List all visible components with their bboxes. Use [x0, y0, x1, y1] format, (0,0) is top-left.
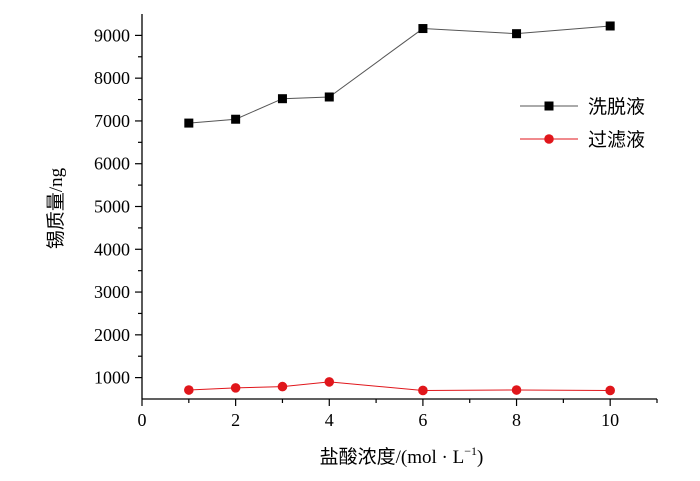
- y-tick-label: 9000: [94, 25, 130, 45]
- series-line: [188, 381, 611, 391]
- x-tick-label: 4: [325, 410, 334, 430]
- data-point: [511, 385, 522, 395]
- y-tick-label: 4000: [94, 239, 130, 259]
- y-tick-label: 1000: [94, 368, 130, 388]
- legend-marker: [544, 101, 554, 111]
- y-tick-label: 3000: [94, 282, 130, 302]
- x-axis-title-close: ): [477, 447, 483, 468]
- data-point: [184, 118, 194, 128]
- data-point: [277, 381, 288, 392]
- x-axis-title-superscript: −1: [464, 444, 477, 458]
- legend-item: 过滤液: [520, 129, 645, 151]
- legend-label: 洗脱液: [588, 96, 645, 118]
- x-tick-label: 8: [512, 410, 521, 430]
- data-point: [231, 114, 241, 124]
- y-tick-label: 2000: [94, 325, 130, 345]
- y-tick-label: 7000: [94, 111, 130, 131]
- x-tick-label: 0: [138, 410, 147, 430]
- x-axis-ticks: 0 2 4 6 8 10: [138, 399, 658, 430]
- data-point: [605, 21, 615, 31]
- y-tick-label: 5000: [94, 197, 130, 217]
- legend-item: 洗脱液: [520, 96, 645, 118]
- x-axis-title: 盐酸浓度/(mol · L−1): [320, 444, 484, 468]
- data-point: [230, 383, 241, 393]
- data-point: [324, 92, 334, 102]
- data-point: [184, 385, 194, 395]
- series-2: [184, 377, 615, 396]
- legend-label: 过滤液: [588, 129, 645, 151]
- y-axis-title: 锡质量/ng: [45, 167, 67, 249]
- legend-marker: [544, 134, 554, 144]
- data-point: [418, 24, 428, 34]
- data-point: [605, 385, 615, 396]
- y-tick-label: 8000: [94, 68, 130, 88]
- x-tick-label: 2: [231, 410, 240, 430]
- data-point: [418, 385, 428, 396]
- series-layer: [184, 21, 615, 396]
- data-point: [277, 94, 287, 104]
- axes: [141, 14, 657, 400]
- y-tick-label: 6000: [94, 154, 130, 174]
- data-point: [512, 29, 522, 39]
- data-point: [324, 377, 335, 387]
- x-axis-title-main: 盐酸浓度/(mol · L: [320, 446, 465, 468]
- series-1: [184, 21, 615, 128]
- y-axis-ticks: 1000 2000 3000 4000 5000 6000 7000 8000 9000: [94, 25, 142, 388]
- x-tick-label: 6: [418, 410, 427, 430]
- x-tick-label: 10: [601, 410, 619, 430]
